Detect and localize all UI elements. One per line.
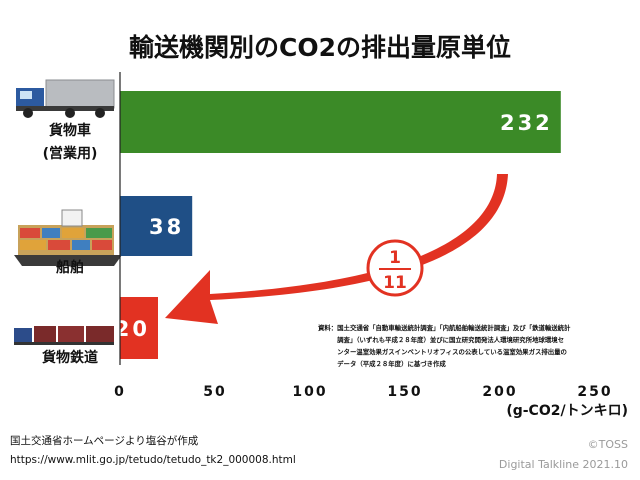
- freight-train-icon: [14, 326, 114, 345]
- cargo-ship-icon: [14, 209, 122, 266]
- x-tick-label-5: 250: [577, 384, 612, 400]
- bar-value-label-0: 232: [500, 111, 553, 135]
- source-note-line-3: データ（平成２８年度）に基づき作成: [318, 359, 446, 368]
- bar-0: [120, 91, 561, 153]
- reduction-arrow: [165, 174, 508, 324]
- category-label-1-0: 船舶: [56, 259, 84, 276]
- category-icons: [14, 79, 122, 345]
- credit-date: Digital Talkline 2021.10: [499, 458, 628, 471]
- source-note-line-2: ンター温室効果ガスインベントリオフィスの公表している温室効果ガス排出量の: [318, 347, 567, 356]
- x-tick-label-4: 200: [482, 384, 517, 400]
- fraction-numerator: 1: [389, 248, 401, 268]
- fraction-denominator: 11: [383, 273, 407, 293]
- x-tick-label-3: 150: [387, 384, 422, 400]
- source-url: https://www.mlit.go.jp/tetudo/tetudo_tk2…: [10, 454, 296, 466]
- chart-title: 輸送機関別のCO2の排出量原単位: [129, 33, 511, 62]
- x-tick-label-1: 50: [203, 384, 226, 400]
- fraction-badge: 1 11: [366, 239, 424, 297]
- category-label-0-0: 貨物車: [48, 122, 91, 139]
- source-note: 資料：国土交通省「自動車輸送統計調査」「内航船舶輸送統計調査」及び「鉄道輸送統計…: [318, 323, 571, 368]
- copyright: ©TOSS: [588, 438, 628, 451]
- x-tick-label-0: 0: [114, 384, 126, 400]
- x-tick-label-2: 100: [292, 384, 327, 400]
- x-tick-labels: 0 50 100 150 200 250: [114, 384, 612, 400]
- source-note-line-1: 調査」（いずれも平成２８年度）並びに国立研究開発法人環境研究所地球環境セ: [318, 335, 564, 344]
- source-credit: 国土交通省ホームページより塩谷が作成: [10, 434, 199, 447]
- x-axis-label: (g-CO2/トンキロ): [506, 403, 628, 419]
- bar-value-label-1: 38: [149, 215, 184, 239]
- category-label-2-0: 貨物鉄道: [41, 349, 98, 366]
- source-note-line-0: 資料：国土交通省「自動車輸送統計調査」「内航船舶輸送統計調査」及び「鉄道輸送統計: [318, 323, 571, 332]
- bar-2: [120, 297, 158, 359]
- truck-icon: [16, 79, 115, 118]
- bar-1: [120, 196, 193, 256]
- category-label-0-1: (営業用): [43, 145, 98, 162]
